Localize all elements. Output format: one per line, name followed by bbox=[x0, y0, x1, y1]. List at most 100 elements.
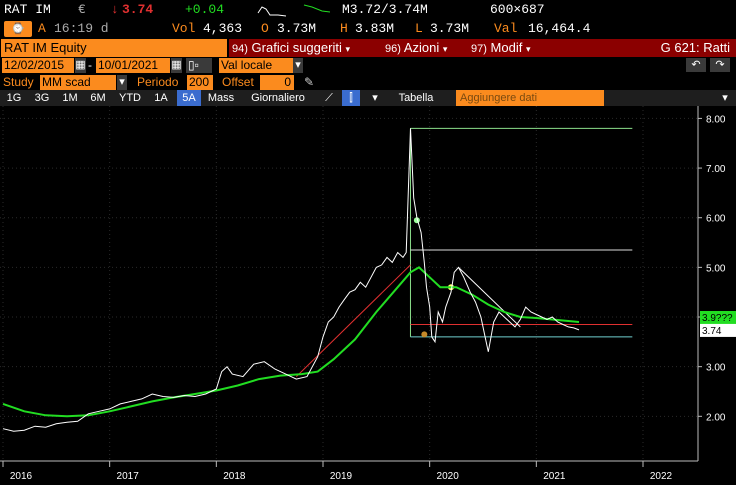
undo-icon[interactable]: ↶ bbox=[686, 58, 706, 72]
menu-label: Modif bbox=[490, 40, 523, 55]
chevron-down-icon[interactable]: ▾ bbox=[293, 58, 303, 73]
volume-label: Vol bbox=[172, 21, 196, 36]
menu-number: 97) bbox=[471, 43, 487, 55]
quote-details-line: ⌚ A 16:19 d Vol 4,363 O 3.73M H 3.83M L … bbox=[0, 20, 736, 39]
intraday-sparkline bbox=[257, 4, 331, 17]
x-tick-label: 2022 bbox=[650, 471, 673, 482]
tab-mass[interactable]: Mass bbox=[207, 92, 235, 104]
date-range-row: 12/02/2015 ▦ - 10/01/2021 ▦ ▯▫ Val local… bbox=[0, 57, 736, 74]
security-title[interactable]: RAT IM Equity bbox=[1, 39, 227, 57]
pencil-icon[interactable]: ✎ bbox=[304, 75, 315, 89]
tab-1m[interactable]: 1M bbox=[62, 92, 78, 104]
value-label: Val bbox=[494, 21, 518, 36]
tab-1g[interactable]: 1G bbox=[6, 92, 22, 104]
suggested-charts-menu[interactable]: 94) Grafici suggeriti ▾ bbox=[229, 39, 383, 57]
low-value: 3.73M bbox=[430, 21, 470, 36]
bid-ask-size: 600×687 bbox=[490, 2, 545, 17]
x-tick-label: 2016 bbox=[10, 471, 33, 482]
study-label: Study bbox=[3, 75, 34, 89]
y-tick-label: 2.00 bbox=[706, 412, 726, 423]
ticker: RAT IM bbox=[4, 2, 51, 17]
last-price-box bbox=[700, 323, 736, 337]
chevron-down-icon: ▾ bbox=[442, 44, 448, 54]
calendar-icon[interactable]: ▦ bbox=[171, 58, 182, 73]
chevron-down-icon: ▾ bbox=[525, 44, 531, 54]
tab-1a[interactable]: 1A bbox=[154, 92, 168, 104]
value-amount: 16,464.4 bbox=[528, 21, 591, 36]
edit-menu[interactable]: 97) Modif ▾ bbox=[468, 39, 549, 57]
last-price-label: 3.74 bbox=[702, 326, 722, 337]
moving-average-line bbox=[2, 266, 580, 418]
line-chart-icon[interactable]: ⟋ bbox=[325, 92, 333, 104]
last-price: 3.74 bbox=[122, 2, 154, 17]
low-label: L bbox=[415, 21, 423, 36]
end-date-field[interactable]: 10/01/2021 bbox=[96, 58, 170, 73]
redo-icon[interactable]: ↷ bbox=[710, 58, 730, 72]
x-tick-label: 2017 bbox=[117, 471, 140, 482]
series-group bbox=[2, 128, 580, 432]
trend-annotations bbox=[295, 127, 633, 377]
time-prefix: A bbox=[38, 21, 46, 36]
y-tick-label: 3.00 bbox=[706, 363, 726, 374]
trendline-down bbox=[458, 267, 521, 328]
y-tick-label: 8.00 bbox=[706, 114, 726, 125]
title-bar: RAT IM Equity 94) Grafici suggeriti ▾ 96… bbox=[0, 39, 736, 57]
x-tick-label: 2021 bbox=[543, 471, 566, 482]
table-button[interactable]: Tabella bbox=[398, 92, 434, 104]
study-row: Study MM scad ▾ Periodo 200 Offset 0 ✎ bbox=[0, 74, 736, 90]
currency-symbol: € bbox=[78, 2, 86, 17]
x-axis: 2016 2017 2018 2019 2020 2021 2022 bbox=[0, 460, 698, 482]
bid-ask: M3.72/3.74M bbox=[342, 2, 428, 17]
chevron-down-icon[interactable]: ▾ bbox=[722, 92, 728, 104]
offset-label: Offset bbox=[222, 75, 254, 89]
quote-line: RAT IM € ↓ 3.74 +0.04 M3.72/3.74M 600×68… bbox=[0, 0, 736, 20]
open-value: 3.73M bbox=[277, 21, 317, 36]
x-tick-label: 2018 bbox=[223, 471, 246, 482]
net-change: +0.04 bbox=[185, 2, 225, 17]
trendline-up bbox=[295, 264, 411, 377]
menu-label: Grafici suggeriti bbox=[251, 40, 342, 55]
tab-ytd[interactable]: YTD bbox=[119, 92, 141, 104]
tab-giornaliero[interactable]: Giornaliero bbox=[251, 92, 305, 104]
function-code: G 621: Ratti bbox=[548, 39, 736, 57]
last-trade-time: 16:19 d bbox=[54, 21, 109, 36]
start-date-field[interactable]: 12/02/2015 bbox=[2, 58, 74, 73]
open-label: O bbox=[261, 21, 269, 36]
y-tick-label: 5.00 bbox=[706, 263, 726, 274]
actions-menu[interactable]: 96) Azioni ▾ bbox=[382, 39, 469, 57]
study-select[interactable]: MM scad bbox=[40, 75, 116, 90]
y-axis: 2.003.004.005.006.007.008.00 bbox=[697, 106, 726, 461]
tab-5a[interactable]: 5A bbox=[177, 90, 201, 106]
y-tick-label: 6.00 bbox=[706, 214, 726, 225]
menu-number: 94) bbox=[232, 43, 248, 55]
y-tick-label: 7.00 bbox=[706, 164, 726, 175]
chevron-down-icon: ▾ bbox=[345, 44, 350, 54]
axis-value-labels: 3.9??? 3.74 bbox=[700, 311, 736, 337]
calendar-icon[interactable]: ▦ bbox=[75, 58, 86, 73]
tab-3g[interactable]: 3G bbox=[34, 92, 50, 104]
chevron-down-icon[interactable]: ▾ bbox=[117, 75, 127, 90]
ma-value-box bbox=[700, 311, 736, 325]
high-value: 3.83M bbox=[355, 21, 395, 36]
bar-chart-icon[interactable]: ⫿ bbox=[342, 90, 360, 106]
down-arrow-icon: ↓ bbox=[111, 2, 119, 17]
chevron-down-icon[interactable]: ▾ bbox=[372, 92, 378, 104]
grid bbox=[0, 106, 698, 461]
currency-mode-select[interactable]: Val locale bbox=[219, 58, 293, 73]
add-data-input[interactable]: Aggiungere dati bbox=[456, 90, 604, 106]
offset-input[interactable]: 0 bbox=[260, 75, 294, 90]
period-label: Periodo bbox=[137, 75, 179, 89]
menu-label: Azioni bbox=[403, 40, 440, 55]
price-line bbox=[2, 128, 580, 432]
marker-point bbox=[421, 331, 428, 338]
toolbar-row: 1G 3G 1M 6M YTD 1A 5A Mass Giornaliero ⟋… bbox=[0, 90, 736, 106]
menu-number: 96) bbox=[385, 43, 401, 55]
tab-6m[interactable]: 6M bbox=[90, 92, 106, 104]
x-tick-label: 2019 bbox=[330, 471, 353, 482]
ma-value-label: 3.9??? bbox=[702, 313, 733, 324]
x-tick-label: 2020 bbox=[437, 471, 460, 482]
clock-icon[interactable] bbox=[4, 21, 32, 37]
date-spinner[interactable]: ▯▫ bbox=[186, 58, 212, 73]
period-input[interactable]: 200 bbox=[187, 75, 213, 90]
